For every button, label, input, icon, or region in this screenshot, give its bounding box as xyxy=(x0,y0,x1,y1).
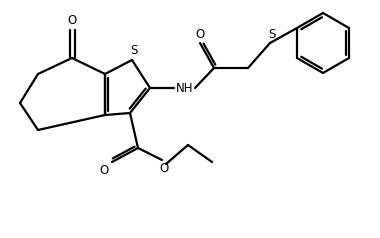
Text: O: O xyxy=(159,163,169,175)
Text: S: S xyxy=(130,45,138,58)
Text: O: O xyxy=(67,15,77,28)
Text: O: O xyxy=(100,164,109,177)
Text: NH: NH xyxy=(176,81,194,94)
Text: S: S xyxy=(268,28,276,40)
Text: O: O xyxy=(195,28,204,40)
